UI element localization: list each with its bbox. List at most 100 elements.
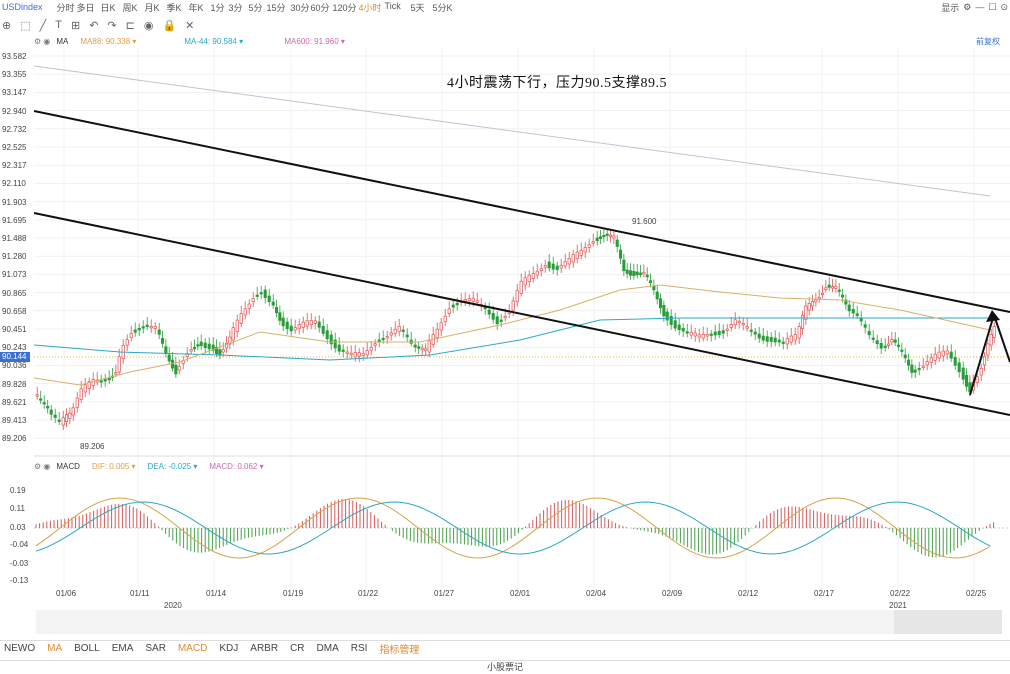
ma-legend: ⚙ ◉ MA MA88: 90.338 ▾ MA-44: 90.584 ▾ MA60… (0, 34, 1000, 48)
macd-tick: 0.19 (10, 486, 26, 495)
indicator-manage-button[interactable]: 指标管理 (379, 645, 420, 656)
timeframe-6[interactable]: 年K (188, 2, 204, 13)
ma-label[interactable]: MA (56, 36, 69, 46)
tab-newo[interactable]: NEWO (4, 643, 36, 654)
crosshair-icon[interactable]: ⊕ (2, 19, 12, 32)
timeframe-8[interactable]: 3分 (228, 2, 243, 13)
price-tick: 93.147 (2, 88, 27, 98)
year-label-2021: 2021 (889, 601, 907, 610)
redo-icon[interactable]: ↷ (107, 19, 117, 32)
time-tick: 01/06 (56, 589, 77, 598)
macd-tick: -0.13 (10, 576, 29, 585)
time-tick: 01/22 (358, 589, 379, 598)
macd-item-0[interactable]: DIF: 0.005 ▾ (91, 461, 136, 471)
timeframe-16[interactable]: 5天 (410, 2, 425, 13)
settings-icon[interactable]: ⚙ (963, 1, 972, 12)
high-label: 91.600 (632, 217, 657, 226)
ma-item-2[interactable]: MA600: 91.960 ▾ (284, 36, 345, 46)
timeframe-14[interactable]: 4小时 (358, 2, 382, 13)
price-tick: 89.206 (2, 434, 27, 444)
current-price-tag: 90.144 (0, 352, 30, 362)
timeframe-4[interactable]: 月K (144, 2, 160, 13)
ma-items: MA88: 90.338 ▾ MA-44: 90.584 ▾ MA600: 91.9… (80, 37, 384, 46)
timeframe-13[interactable]: 120分 (332, 2, 357, 13)
eye-icon[interactable]: ◉ (143, 19, 154, 32)
timeframe-12[interactable]: 60分 (310, 2, 330, 13)
price-tick: 90.451 (2, 325, 27, 334)
time-tick: 02/17 (814, 589, 835, 598)
candlestick-chart[interactable] (0, 0, 1010, 600)
timeframe-list: 分时 多日 日K 周K 月K 季K 年K 1分 3分 5分 15分 30分 60分 120分 4小时 Tick… (57, 1, 463, 14)
macd-label[interactable]: MACD (56, 461, 80, 471)
select-icon[interactable]: ⬚ (20, 19, 31, 32)
macd-tick: -0.04 (10, 540, 29, 549)
tab-kdj[interactable]: KDJ (219, 643, 239, 654)
tab-boll[interactable]: BOLL (74, 643, 100, 654)
price-tick: 91.695 (2, 215, 27, 225)
time-tick: 01/19 (283, 589, 304, 598)
price-tick: 91.280 (2, 252, 27, 262)
timeframe-5[interactable]: 季K (166, 2, 182, 13)
price-tick: 90.865 (2, 288, 27, 298)
text-tool-icon[interactable]: T (55, 19, 62, 31)
tab-rsi[interactable]: RSI (350, 643, 368, 654)
price-tick: 89.413 (2, 416, 27, 425)
ma-item-0[interactable]: MA88: 90.338 ▾ (80, 36, 137, 46)
gear-icon[interactable]: ⚙ ◉ (34, 461, 51, 471)
ma-item-1[interactable]: MA-44: 90.584 ▾ (184, 36, 244, 46)
measure-icon[interactable]: ⊞ (70, 19, 81, 32)
tab-ma[interactable]: MA (47, 643, 63, 654)
price-tick: 90.243 (2, 343, 27, 353)
timeframe-17[interactable]: 5分K (432, 2, 453, 13)
scroller-thumb[interactable] (894, 610, 1002, 634)
timeframe-11[interactable]: 30分 (290, 2, 310, 13)
price-tick: 92.940 (2, 106, 27, 116)
price-tick: 90.036 (2, 361, 27, 371)
timeframe-7[interactable]: 1分 (210, 2, 225, 13)
price-tick: 89.828 (2, 379, 27, 389)
time-tick: 02/04 (586, 589, 607, 598)
timeframe-0[interactable]: 分时 (56, 2, 75, 13)
delete-icon[interactable]: ✕ (185, 19, 195, 32)
timeframe-10[interactable]: 15分 (266, 2, 286, 13)
maximize-icon[interactable]: ☐ (988, 1, 997, 12)
price-tick: 91.073 (2, 270, 27, 280)
toolbar-right: 显示 ⚙ — ☐ ⊙ (941, 0, 1008, 14)
display-toggle[interactable]: 显示 (941, 2, 960, 13)
tab-arbr[interactable]: ARBR (250, 643, 279, 654)
tab-ema[interactable]: EMA (111, 643, 134, 654)
timeframe-15[interactable]: Tick (384, 0, 401, 11)
time-tick: 01/27 (434, 589, 455, 598)
timeframe-1[interactable]: 多日 (76, 2, 95, 13)
lock-icon[interactable]: 🔒 (162, 19, 177, 32)
macd-item-1[interactable]: DEA: -0.025 ▾ (147, 461, 198, 471)
close-icon[interactable]: ⊙ (1000, 1, 1008, 12)
tab-dma[interactable]: DMA (316, 643, 339, 654)
adjust-mode[interactable]: 前复权 (976, 36, 1000, 46)
price-tick: 92.317 (2, 161, 27, 171)
drawing-tools: ⊕ ⬚ ╱ T ⊞ ↶ ↷ ⊏ ◉ 🔒 ✕ (0, 15, 1010, 35)
gear-icon[interactable]: ⚙ ◉ (34, 36, 51, 46)
timeframe-3[interactable]: 周K (122, 2, 138, 13)
tab-sar[interactable]: SAR (145, 643, 166, 654)
price-tick: 89.621 (2, 397, 27, 407)
tab-macd[interactable]: MACD (177, 643, 208, 654)
macd-item-2[interactable]: MACD: 0.062 ▾ (209, 461, 264, 471)
timeframe-9[interactable]: 5分 (248, 2, 263, 13)
price-tick: 91.488 (2, 234, 27, 243)
chart-scroller[interactable] (36, 610, 1002, 634)
price-tick: 93.355 (2, 70, 27, 80)
symbol-label[interactable]: USDindex (2, 2, 43, 12)
year-label-2020: 2020 (164, 601, 182, 610)
footer-label: 小股票记 (0, 660, 1010, 673)
time-tick: 02/01 (510, 589, 531, 598)
time-tick: 01/14 (206, 589, 227, 598)
undo-icon[interactable]: ↶ (89, 19, 99, 32)
price-tick: 92.732 (2, 124, 27, 134)
minimize-icon[interactable]: — (975, 2, 985, 12)
timeframe-2[interactable]: 日K (100, 2, 116, 13)
magnet-icon[interactable]: ⊏ (125, 19, 135, 32)
price-tick: 90.658 (2, 306, 27, 316)
tab-cr[interactable]: CR (290, 643, 305, 654)
line-tool-icon[interactable]: ╱ (39, 19, 47, 32)
